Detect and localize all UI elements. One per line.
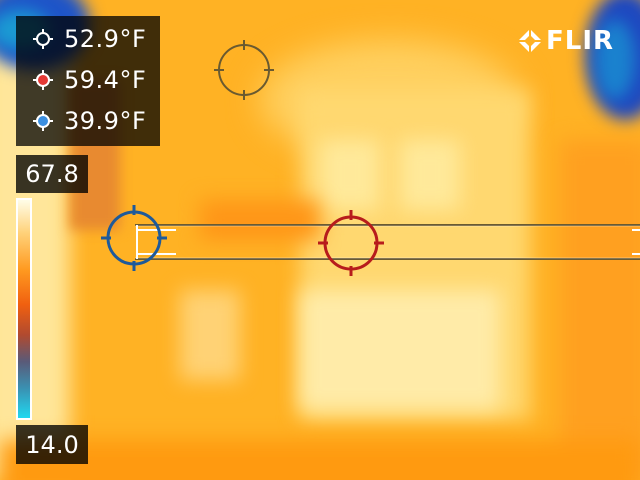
line-profile[interactable] [135,224,640,260]
measurement-hot-value: 59.4°F [64,66,147,94]
measurement-cold[interactable]: 39.9°F [16,101,160,141]
spot-crosshair-icon [33,29,53,49]
flir-logo-icon [518,29,542,53]
measurement-spot-value: 52.9°F [64,25,147,53]
hot-spot-marker[interactable] [318,210,384,276]
measurement-cold-value: 39.9°F [64,107,147,135]
brand-logo-text: FLIR [546,26,615,56]
cold-spot-marker[interactable] [101,205,167,271]
temperature-colorbar [16,198,32,420]
spot-meter-crosshair[interactable] [214,40,274,100]
brand-logo: FLIR [518,26,614,56]
cold-spot-icon [33,111,53,131]
measurement-hot[interactable]: 59.4°F [16,60,160,100]
hot-spot-icon [33,70,53,90]
scale-min-label[interactable]: 14.0 [16,425,88,464]
scale-max-label[interactable]: 67.8 [16,155,88,193]
measurement-readout-panel: 52.9°F 59.4°F 39.9°F [16,16,160,146]
colorbar-gradient [18,200,30,418]
measurement-spot[interactable]: 52.9°F [16,19,160,59]
